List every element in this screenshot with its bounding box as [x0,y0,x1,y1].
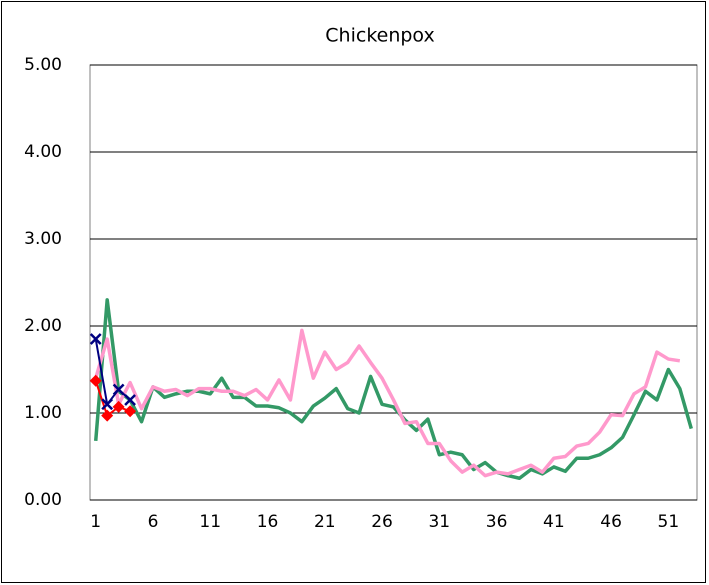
x-tick-label: 1 [90,512,101,532]
y-tick-label: 4.00 [24,142,62,162]
plot-area [89,64,698,501]
diamond-marker [124,405,137,418]
series-line [94,380,131,417]
y-tick-label: 1.00 [24,403,62,423]
x-tick-label: 46 [600,512,622,532]
x-tick-label: 6 [148,512,159,532]
diamond-marker [101,409,114,422]
x-marker [124,394,136,406]
x-marker [101,398,114,411]
diamond-marker [89,374,102,387]
x-tick-label: 11 [199,512,221,532]
x-tick-label: 26 [371,512,393,532]
y-tick-label: 2.00 [24,316,62,336]
x-tick-label: 51 [658,512,680,532]
x-tick-label: 36 [486,512,508,532]
x-tick-label: 41 [543,512,565,532]
chart-title: Chickenpox [325,25,434,47]
y-tick-label: 3.00 [24,229,62,249]
diamond-marker [112,400,125,413]
x-marker [89,333,102,345]
x-marker [112,383,125,396]
x-tick-label: 16 [257,512,279,532]
y-tick-label: 0.00 [24,490,62,510]
series-line [94,338,131,406]
series-line [94,328,681,478]
x-tick-label: 31 [428,512,450,532]
y-tick-label: 5.00 [24,55,62,75]
x-tick-label: 21 [314,512,336,532]
